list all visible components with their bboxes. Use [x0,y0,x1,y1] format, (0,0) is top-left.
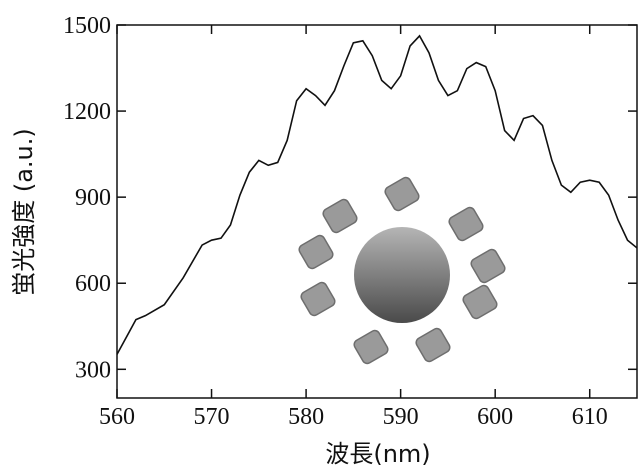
data-line [116,34,638,355]
x-tick-label: 580 [288,404,324,430]
x-tick-label: 590 [383,404,419,430]
y-tick-label: 300 [75,357,111,383]
inset-illustration [298,176,506,365]
y-tick-label: 1200 [63,99,111,125]
y-tick-label: 600 [75,271,111,297]
x-tick-label: 600 [477,404,513,430]
x-axis-label: 波長(nm) [325,440,430,468]
x-tick-label: 560 [99,404,135,430]
y-tick-label: 900 [75,185,111,211]
y-tick-label: 1500 [63,13,111,39]
x-tick-label: 570 [194,404,230,430]
y-axis-label: 蛍光強度 (a.u.) [10,128,38,296]
x-tick-label: 610 [572,404,608,430]
plot-frame [116,24,638,399]
